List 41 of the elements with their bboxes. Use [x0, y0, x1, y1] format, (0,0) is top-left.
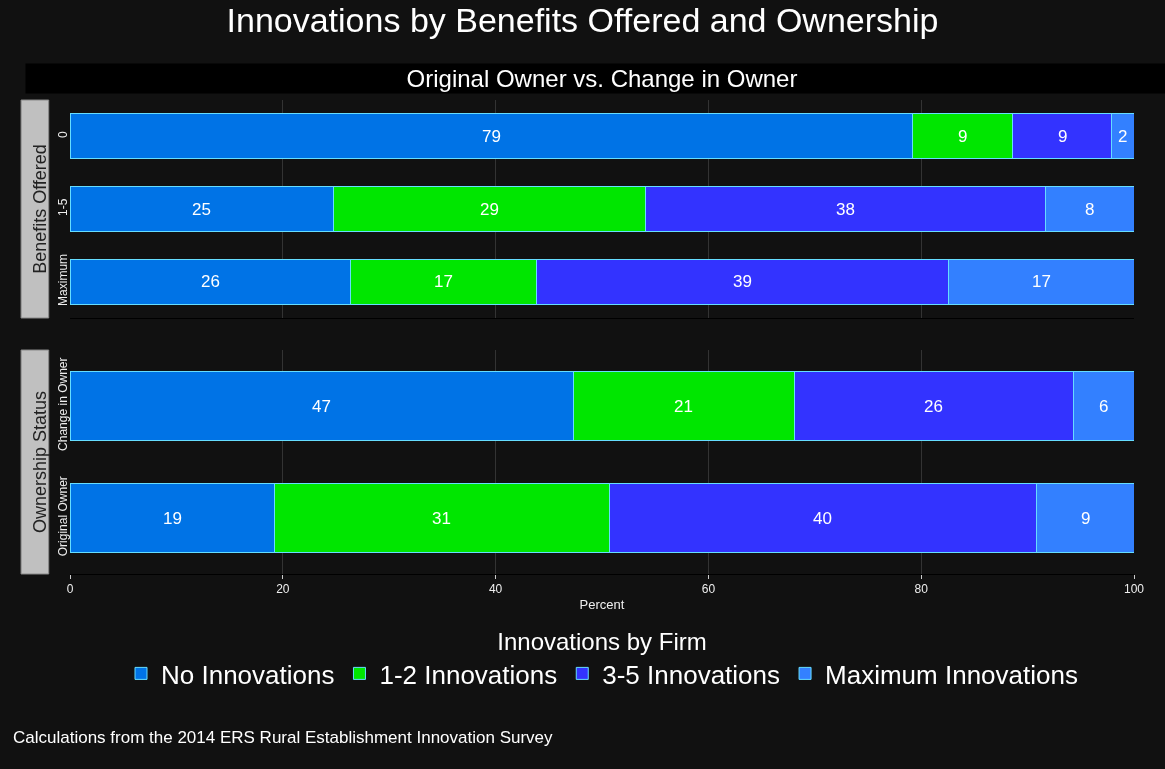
- data-label: 9: [958, 127, 968, 146]
- data-label: 25: [192, 200, 211, 219]
- data-label: 47: [312, 397, 331, 416]
- data-label: 17: [1032, 272, 1051, 291]
- x-tick-label: 20: [276, 582, 290, 597]
- legend-label: No Innovations: [161, 659, 335, 690]
- y-tick-label: 1-5: [55, 198, 70, 216]
- data-label: 79: [482, 127, 501, 146]
- legend-label: Maximum Innovations: [825, 659, 1078, 690]
- chart-title: Innovations by Benefits Offered and Ownership: [226, 1, 939, 40]
- x-tick-label: 80: [914, 582, 929, 597]
- chart-subtitle: Original Owner vs. Change in Owner: [406, 65, 798, 92]
- data-label: 17: [434, 272, 453, 291]
- y-tick-label: Maximum: [55, 253, 70, 306]
- legend-label: 3-5 Innovations: [602, 659, 781, 690]
- x-tick-label: 40: [488, 582, 503, 597]
- data-label: 26: [201, 272, 220, 291]
- x-tick-label: 60: [701, 582, 716, 597]
- data-label: 38: [836, 200, 855, 219]
- data-label: 39: [733, 272, 752, 291]
- data-label: 9: [1081, 509, 1091, 528]
- y-axis-title: Benefits Offered: [29, 144, 50, 274]
- legend-label: 1-2 Innovations: [379, 659, 558, 690]
- data-label: 21: [674, 397, 693, 416]
- data-label: 31: [432, 509, 451, 528]
- legend-title: Innovations by Firm: [497, 628, 707, 655]
- data-label: 40: [813, 509, 832, 528]
- y-tick-label: Change in Owner: [55, 357, 70, 451]
- data-label: 6: [1099, 397, 1109, 416]
- y-tick-label: 0: [55, 130, 70, 138]
- data-label: 9: [1058, 127, 1068, 146]
- text: Calculations from the 2014 ERS Rural Establishment Innovation Survey: [13, 728, 554, 747]
- data-label: 26: [924, 397, 943, 416]
- y-axis-title: Ownership Status: [29, 390, 50, 534]
- data-label: 8: [1085, 200, 1095, 219]
- data-label: 19: [163, 509, 182, 528]
- data-label: 29: [480, 200, 499, 219]
- x-tick-label: 100: [1123, 582, 1145, 597]
- data-label: 2: [1118, 127, 1128, 146]
- x-axis-title: Percent: [579, 597, 625, 612]
- y-tick-label: Original Owner: [55, 476, 70, 557]
